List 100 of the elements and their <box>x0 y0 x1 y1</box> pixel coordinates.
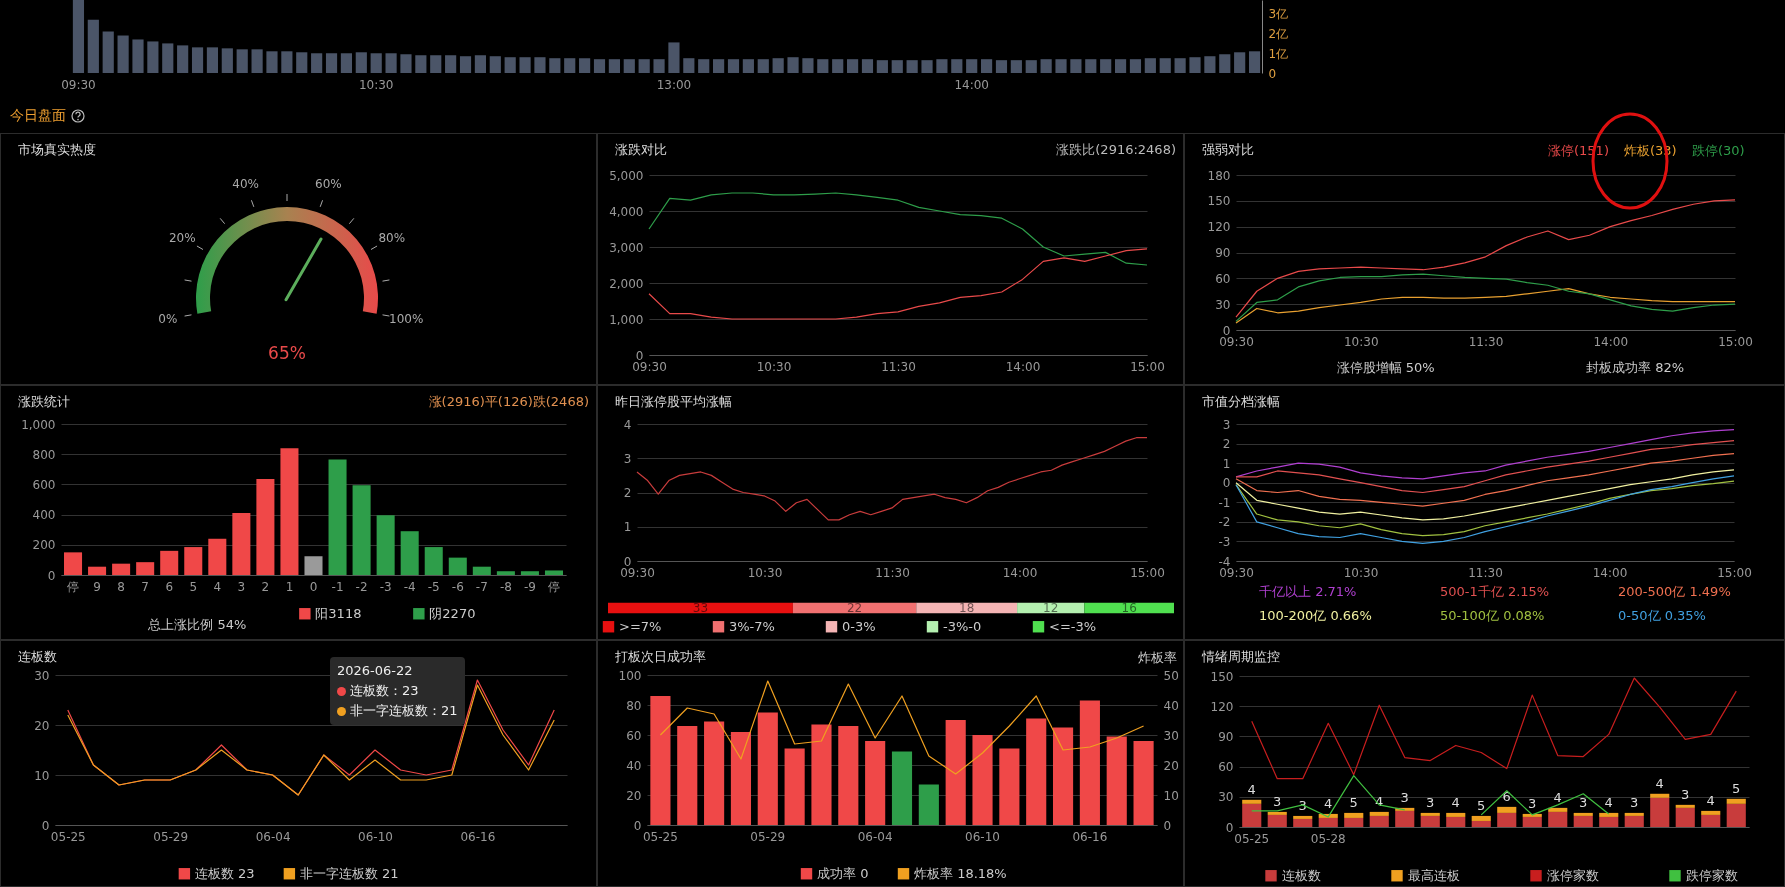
bar <box>1114 59 1127 73</box>
data-label: 4 <box>1451 794 1460 810</box>
bar <box>891 751 913 825</box>
data-label: 5 <box>1732 780 1741 796</box>
bar <box>1599 812 1619 817</box>
tooltip-box: 2026-06-22 连板数：23 非一字连板数：21 <box>330 657 465 725</box>
y2-tick-label: 10 <box>1163 788 1179 803</box>
bar <box>1025 60 1037 73</box>
x-tick-label: 14:00 <box>1593 334 1629 349</box>
x-tick-label: -1 <box>331 579 344 594</box>
x-tick-label: 2 <box>261 579 270 594</box>
y-tick-label: 120 <box>1210 699 1234 714</box>
bar <box>424 547 443 575</box>
bar <box>445 55 457 73</box>
x-tick-label: 10:30 <box>756 359 792 374</box>
y-tick-label: 150 <box>1207 194 1231 209</box>
bar <box>832 59 844 73</box>
x-tick-label: -5 <box>427 579 440 594</box>
bar <box>838 726 859 825</box>
bar <box>698 59 710 73</box>
data-label: 4 <box>1655 775 1664 791</box>
text: 500-1千亿 2.15% <box>1440 583 1550 599</box>
y-tick-label: 1,000 <box>609 312 644 327</box>
bar <box>1369 811 1389 816</box>
y-tick-label: 90 <box>1218 729 1234 744</box>
text: 涨跌比(2916:2468) <box>1056 142 1176 157</box>
bar <box>1624 815 1644 827</box>
x-tick-label: 10:30 <box>358 77 394 92</box>
bar <box>757 712 778 825</box>
y-tick-label: 30 <box>1215 297 1231 312</box>
bar <box>1052 727 1074 825</box>
bar <box>1248 51 1261 73</box>
bar <box>1726 803 1746 827</box>
legend-label: 炸板率 18.18% <box>914 865 1007 881</box>
bar <box>787 57 799 73</box>
y-tick-label: 2 <box>1222 437 1231 452</box>
x-tick-label: 13:00 <box>656 77 692 92</box>
legend-label: 阳3118 <box>315 605 362 621</box>
bar <box>865 741 886 825</box>
bar <box>311 53 323 73</box>
bar <box>177 45 189 73</box>
bar <box>972 735 993 825</box>
y-tick-label: 80 <box>626 698 642 713</box>
bar <box>474 55 486 73</box>
bar <box>1599 816 1619 827</box>
line-series <box>1235 429 1735 480</box>
x-tick-label: 05-25 <box>1234 831 1270 846</box>
bar <box>593 59 606 73</box>
x-tick-label: 4 <box>213 579 222 594</box>
bar <box>400 54 412 73</box>
y-tick-label: 180 <box>1207 168 1231 183</box>
text: 涨(2916)平(126)跌(2468) <box>428 394 589 409</box>
x-tick-label: 06-16 <box>1072 829 1108 844</box>
bar <box>496 571 515 575</box>
x-tick-label: 8 <box>117 579 125 594</box>
bar <box>811 724 832 825</box>
bar <box>966 59 978 73</box>
bar <box>1420 815 1440 827</box>
bar <box>921 60 933 73</box>
bar <box>1079 700 1100 825</box>
bar <box>296 52 308 73</box>
x-tick-label: 06-10 <box>358 829 393 844</box>
bar <box>608 59 620 73</box>
x-tick-label: 14:00 <box>1005 359 1041 374</box>
bar <box>638 59 650 73</box>
text: 60% <box>315 177 342 192</box>
data-label: 3 <box>1528 795 1537 811</box>
y-tick-label: -1 <box>1218 495 1231 510</box>
x-tick-label: 11:30 <box>1468 565 1503 580</box>
y-tick-label: 3亿 <box>1268 7 1289 22</box>
bar <box>221 48 233 73</box>
bar <box>1446 812 1466 817</box>
x-tick-label: 0 <box>309 579 318 594</box>
text: 40% <box>232 177 259 192</box>
annotation: 非一字连板数：21 <box>350 702 458 720</box>
y-tick-label: 4 <box>623 417 632 432</box>
y-tick-label: 3,000 <box>609 240 644 255</box>
bar <box>147 41 159 73</box>
bar <box>847 59 859 73</box>
bar <box>623 59 635 73</box>
bar <box>132 39 144 73</box>
legend-label: 连板数 23 <box>194 865 255 881</box>
y-tick-label: 60 <box>626 728 642 743</box>
bar <box>64 552 83 575</box>
annotation: 连板数：23 <box>350 682 419 700</box>
bar <box>340 53 352 73</box>
bar <box>504 57 516 73</box>
bar <box>136 562 155 575</box>
x-tick-label: 06-04 <box>857 829 893 844</box>
bar <box>280 448 299 575</box>
x-tick-label: 停 <box>67 579 80 594</box>
bar <box>112 563 131 575</box>
y-tick-label: 120 <box>1207 220 1231 235</box>
text: 0-50亿 0.35% <box>1618 607 1706 623</box>
text: 总上涨比例 54% <box>147 617 247 632</box>
data-label: 5 <box>1349 794 1358 810</box>
text: 跌停(30) <box>1692 142 1745 158</box>
data-label: 3 <box>1400 789 1409 805</box>
bar <box>1471 815 1491 821</box>
bar <box>742 59 754 73</box>
